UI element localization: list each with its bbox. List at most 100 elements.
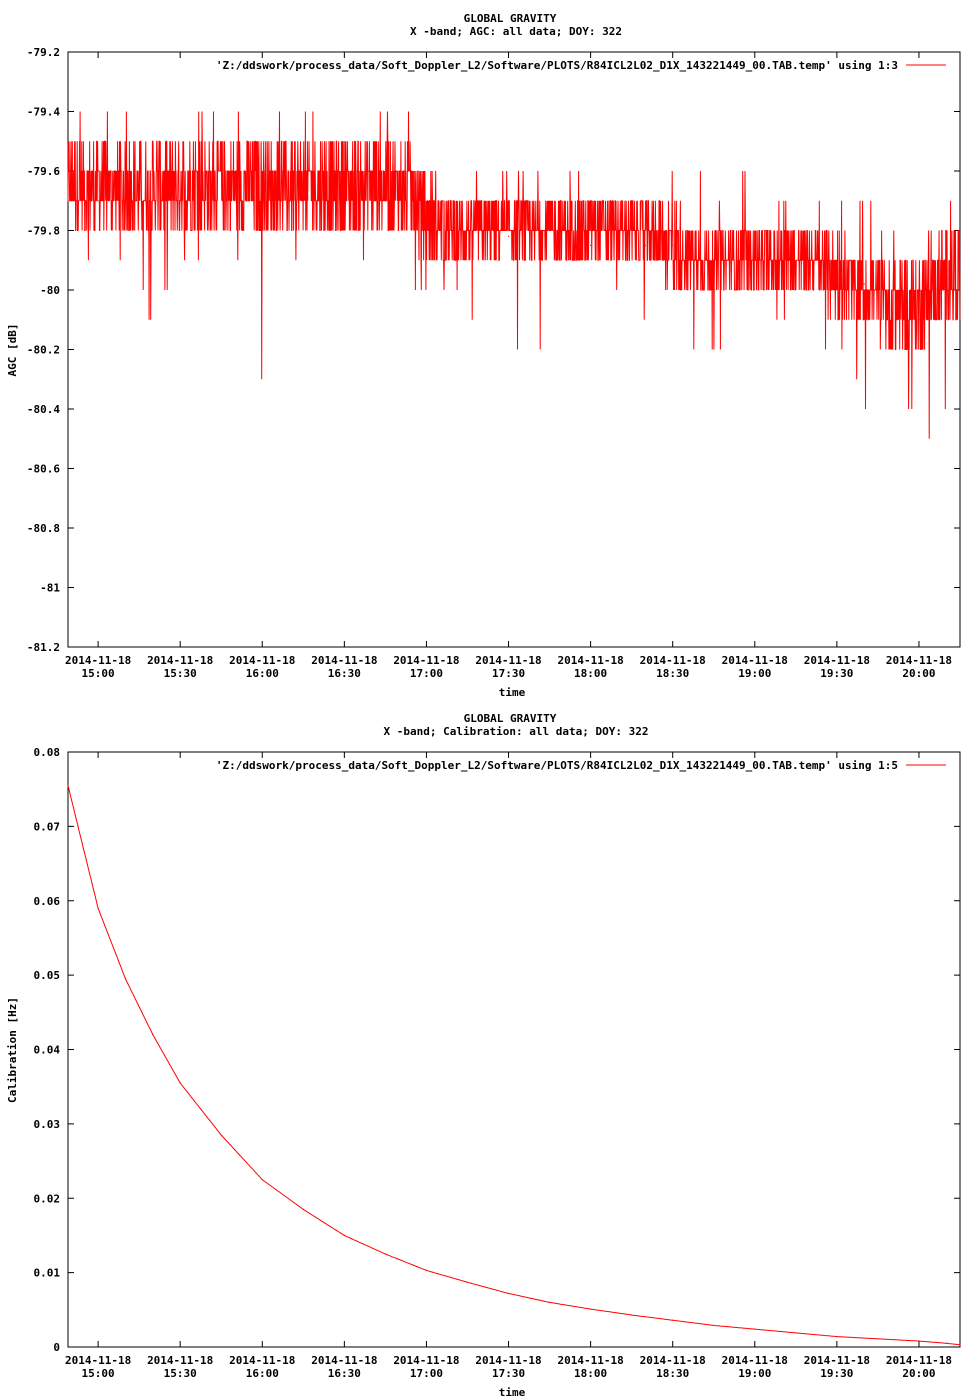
x-tick-date-label: 2014-11-18 — [640, 654, 706, 667]
series-line-agc — [67, 111, 961, 439]
y-tick-label: 0 — [53, 1341, 60, 1354]
y-axis-label: Calibration [Hz] — [6, 997, 19, 1103]
x-tick-time-label: 16:30 — [328, 1367, 361, 1380]
y-tick-label: 0.02 — [34, 1192, 61, 1205]
y-tick-label: -79.8 — [27, 225, 60, 238]
x-tick-date-label: 2014-11-18 — [229, 1354, 295, 1367]
y-tick-label: -79.2 — [27, 46, 60, 59]
data-point — [261, 200, 263, 202]
data-point — [466, 1281, 469, 1283]
data-point — [67, 200, 69, 202]
x-tick-date-label: 2014-11-18 — [804, 1354, 870, 1367]
x-tick-time-label: 15:30 — [164, 1367, 197, 1380]
x-tick-time-label: 18:00 — [574, 1367, 607, 1380]
data-point — [836, 274, 838, 276]
y-tick-label: -80.6 — [27, 463, 60, 476]
data-point — [590, 244, 592, 246]
y-tick-label: -81 — [40, 582, 60, 595]
data-point — [480, 229, 482, 232]
data-point — [507, 1292, 510, 1295]
legend-label: 'Z:/ddswork/process_data/Soft_Doppler_L2… — [216, 59, 898, 72]
calibration-chart: GLOBAL GRAVITY X -band; Calibration: all… — [6, 712, 961, 1399]
data-point — [959, 274, 961, 276]
data-point — [863, 283, 865, 285]
data-point — [617, 244, 619, 246]
x-tick-date-label: 2014-11-18 — [393, 654, 459, 667]
x-tick-date-label: 2014-11-18 — [393, 1354, 459, 1367]
y-tick-label: 0.08 — [34, 746, 61, 759]
data-point — [371, 200, 373, 202]
data-point — [152, 200, 154, 202]
y-tick-label: 0.05 — [34, 969, 61, 982]
data-point — [343, 200, 345, 202]
data-point — [234, 200, 236, 202]
data-point — [836, 1336, 838, 1338]
y-tick-label: -80 — [40, 284, 60, 297]
x-tick-time-label: 16:00 — [246, 1367, 279, 1380]
x-tick-time-label: 15:00 — [82, 1367, 115, 1380]
data-point — [97, 907, 99, 909]
x-tick-date-label: 2014-11-18 — [147, 1354, 213, 1367]
data-point — [945, 1342, 947, 1344]
data-point — [781, 259, 783, 261]
data-point — [507, 235, 510, 237]
x-tick-date-label: 2014-11-18 — [229, 654, 295, 667]
data-point — [672, 244, 674, 246]
y-tick-label: -81.2 — [27, 641, 60, 654]
x-tick-time-label: 19:30 — [820, 1367, 853, 1380]
data-point — [316, 200, 318, 202]
data-point — [918, 319, 920, 321]
data-point — [425, 215, 427, 217]
data-point — [549, 1301, 551, 1303]
x-tick-time-label: 20:00 — [902, 1367, 935, 1380]
data-point — [179, 200, 181, 202]
x-tick-time-label: 17:30 — [492, 667, 525, 680]
data-point — [179, 1082, 181, 1084]
x-tick-time-label: 19:00 — [738, 667, 771, 680]
x-tick-date-label: 2014-11-18 — [147, 654, 213, 667]
data-point — [302, 1208, 304, 1210]
x-tick-time-label: 19:30 — [820, 667, 853, 680]
x-tick-date-label: 2014-11-18 — [640, 1354, 706, 1367]
x-tick-time-label: 18:30 — [656, 667, 689, 680]
data-point — [289, 200, 291, 202]
y-tick-label: -80.4 — [27, 403, 60, 416]
y-tick-label: 0.01 — [34, 1267, 61, 1280]
data-point — [699, 253, 701, 255]
x-tick-date-label: 2014-11-18 — [804, 654, 870, 667]
agc-chart: GLOBAL GRAVITY X -band; AGC: all data; D… — [6, 12, 961, 699]
data-point — [398, 200, 400, 202]
data-point — [343, 1234, 345, 1236]
y-tick-label: -80.8 — [27, 522, 60, 535]
x-tick-time-label: 20:00 — [902, 667, 935, 680]
x-tick-time-label: 15:30 — [164, 667, 197, 680]
data-point — [261, 1179, 263, 1181]
data-point — [535, 229, 537, 232]
y-tick-label: 0.06 — [34, 895, 61, 908]
x-tick-time-label: 17:00 — [410, 1367, 443, 1380]
data-point — [891, 304, 893, 306]
y-tick-label: 0.04 — [34, 1044, 61, 1057]
x-tick-time-label: 18:00 — [574, 667, 607, 680]
y-tick-label: -79.4 — [27, 106, 60, 119]
x-tick-date-label: 2014-11-18 — [722, 654, 788, 667]
data-point — [425, 1269, 427, 1271]
series-line-calibration — [67, 785, 961, 1346]
data-point — [808, 274, 811, 276]
y-tick-label: -80.2 — [27, 344, 60, 357]
data-point — [83, 851, 85, 853]
data-point — [959, 1344, 961, 1346]
x-tick-date-label: 2014-11-18 — [311, 1354, 377, 1367]
x-tick-date-label: 2014-11-18 — [722, 1354, 788, 1367]
data-point — [67, 784, 69, 787]
chart-title: GLOBAL GRAVITY — [464, 712, 557, 725]
agc-chart-panel: GLOBAL GRAVITY X -band; AGC: all data; D… — [6, 12, 961, 699]
x-tick-date-label: 2014-11-18 — [886, 654, 952, 667]
data-point — [206, 200, 209, 202]
x-tick-time-label: 17:00 — [410, 667, 443, 680]
chart-subtitle: X -band; AGC: all data; DOY: 322 — [410, 25, 622, 38]
x-tick-date-label: 2014-11-18 — [886, 1354, 952, 1367]
data-point — [945, 289, 947, 291]
x-tick-date-label: 2014-11-18 — [557, 654, 623, 667]
plot-frame — [67, 751, 961, 1348]
